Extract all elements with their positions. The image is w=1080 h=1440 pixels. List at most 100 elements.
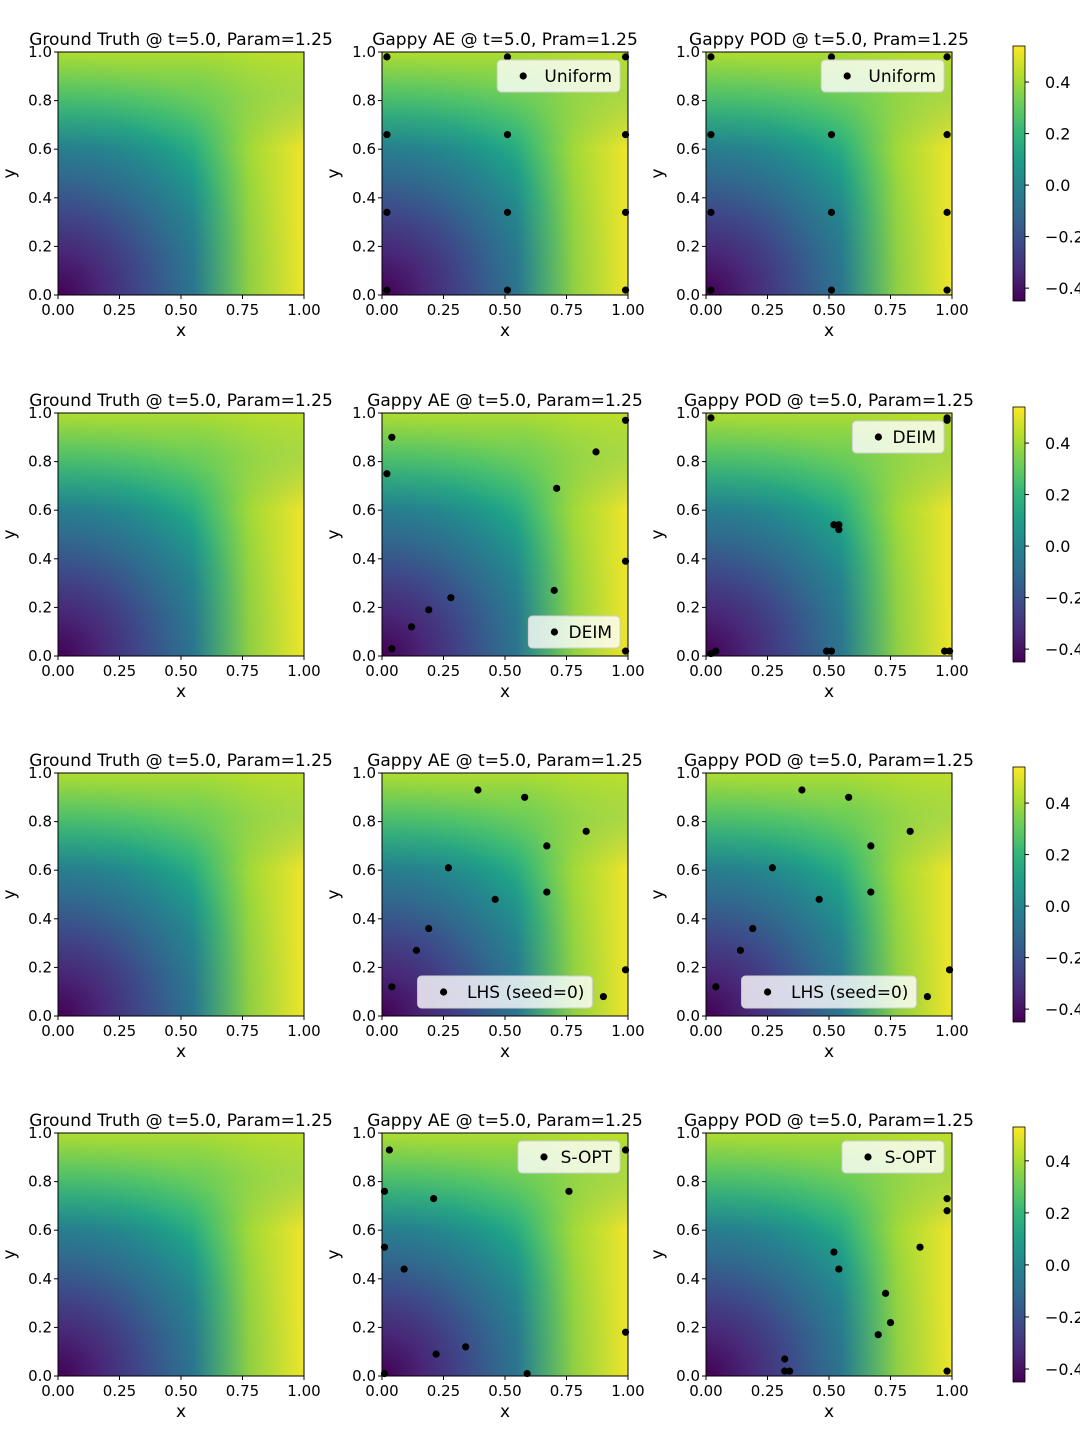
x-tick-label: 0.00 [365, 1022, 398, 1040]
panel-title: Ground Truth @ t=5.0, Param=1.25 [29, 391, 333, 411]
colorbar-tick-label: −0.2 [1045, 949, 1080, 968]
x-axis-label: x [176, 1402, 186, 1422]
y-tick-label: 0.0 [28, 647, 52, 665]
sensor-point [621, 131, 630, 139]
x-tick-label: 0.75 [226, 301, 259, 319]
colorbar-tick-label: 0.4 [1045, 794, 1070, 813]
sensor-point [736, 946, 745, 954]
legend-label: LHS (seed=0) [791, 983, 908, 1003]
x-tick-label: 0.25 [427, 301, 460, 319]
legend-marker [440, 988, 448, 996]
x-tick-label: 1.00 [935, 1022, 968, 1040]
y-tick-label: 0.8 [28, 813, 52, 831]
x-axis-label: x [824, 1042, 834, 1062]
x-tick-label: 0.50 [164, 1022, 197, 1040]
sensor-point [503, 53, 512, 61]
x-tick-label: 0.75 [550, 1022, 583, 1040]
y-axis-label: y [648, 1249, 668, 1259]
sensor-point [827, 131, 836, 139]
y-tick-label: 0.2 [352, 958, 376, 976]
colorbar-tick-label: −0.2 [1045, 589, 1080, 608]
y-tick-label: 0.6 [352, 501, 376, 519]
y-tick-label: 0.6 [28, 501, 52, 519]
x-tick-label: 0.50 [488, 1022, 521, 1040]
heatmap-field [58, 52, 304, 295]
y-tick-label: 0.2 [352, 598, 376, 616]
sensor-point [543, 888, 551, 896]
sensor-point [835, 526, 843, 534]
y-tick-label: 0.0 [352, 1367, 376, 1385]
sensor-point [845, 793, 853, 801]
sensor-point [599, 992, 608, 1001]
heatmap-field [58, 1133, 304, 1376]
sensor-point [444, 864, 453, 872]
x-tick-label: 0.75 [226, 662, 259, 680]
y-tick-label: 0.4 [352, 1270, 376, 1288]
x-tick-label: 0.50 [488, 1382, 521, 1400]
colorbar-tick-label: 0.2 [1045, 486, 1070, 505]
legend-label: S-OPT [561, 1148, 613, 1168]
y-tick-label: 0.2 [352, 1318, 376, 1336]
y-tick-label: 0.8 [28, 1173, 52, 1191]
sensor-point [830, 1248, 838, 1256]
colorbar-tick-label: −0.4 [1045, 1000, 1080, 1019]
x-tick-label: 0.75 [226, 1022, 259, 1040]
y-tick-label: 0.4 [352, 550, 376, 568]
y-tick-label: 0.2 [28, 1318, 52, 1336]
panel-r3-c1: 0.00 0.25 0.50 0.75 1.00 0.0 0.2 0.4 0.6 0.8 1.0 x y… [0, 751, 333, 1062]
sensor-point [430, 1195, 438, 1203]
sensor-point [621, 286, 630, 294]
sensor-point [943, 286, 951, 294]
panel-r1-c3: 0.00 0.25 0.50 0.75 1.00 0.0 0.2 0.4 0.6 0.8 1.0 x y… [648, 30, 969, 341]
y-tick-label: 0.8 [28, 92, 52, 110]
colorbar-gradient [1012, 406, 1026, 663]
sensor-point [945, 647, 954, 655]
sensor-point [425, 924, 433, 933]
legend: S-OPT [517, 1140, 621, 1174]
y-tick-label: 0.2 [676, 958, 700, 976]
legend-label: Uniform [868, 67, 936, 87]
x-tick-label: 0.00 [689, 1382, 722, 1400]
x-tick-label: 0.00 [689, 662, 722, 680]
legend-box [496, 59, 621, 93]
x-axis-label: x [824, 321, 834, 341]
y-axis-label: y [0, 889, 20, 899]
y-tick-label: 0.2 [676, 598, 700, 616]
y-tick-label: 0.4 [28, 550, 52, 568]
panel-title: Ground Truth @ t=5.0, Param=1.25 [29, 30, 333, 50]
sensor-point [827, 208, 836, 216]
panel-r1-c2: 0.00 0.25 0.50 0.75 1.00 0.0 0.2 0.4 0.6 0.8 1.0 x y… [324, 30, 645, 341]
colorbar-r1: −0.4 −0.2 0.0 0.2 0.4 [1012, 45, 1080, 302]
x-tick-label: 0.50 [812, 1022, 845, 1040]
legend: DEIM [527, 615, 621, 649]
panel-title: Gappy AE @ t=5.0, Param=1.25 [367, 1111, 643, 1131]
sensor-point [388, 433, 396, 441]
sensor-point [543, 842, 551, 850]
x-tick-label: 0.75 [874, 662, 907, 680]
x-tick-label: 0.50 [164, 1382, 197, 1400]
y-axis-label: y [648, 889, 668, 899]
x-tick-label: 1.00 [611, 1022, 644, 1040]
x-axis-label: x [176, 682, 186, 702]
sensor-point [874, 1331, 882, 1339]
sensor-point [621, 557, 630, 565]
legend-label: Uniform [544, 67, 612, 87]
y-tick-label: 0.6 [676, 1221, 700, 1239]
sensor-point [943, 1195, 951, 1203]
y-tick-label: 1.0 [352, 764, 376, 782]
panel-title: Gappy AE @ t=5.0, Pram=1.25 [372, 30, 638, 50]
y-tick-label: 0.4 [28, 189, 52, 207]
y-tick-label: 0.0 [352, 647, 376, 665]
y-tick-label: 0.6 [352, 140, 376, 158]
x-tick-label: 0.00 [365, 1382, 398, 1400]
y-tick-label: 0.6 [352, 1221, 376, 1239]
sensor-point [781, 1355, 789, 1363]
sensor-point [553, 484, 561, 492]
sensor-point [407, 623, 416, 631]
x-axis-label: x [500, 1402, 510, 1422]
y-tick-label: 0.2 [28, 237, 52, 255]
sensor-point [447, 594, 455, 602]
sensor-point [768, 864, 777, 872]
legend-box [841, 1140, 945, 1174]
x-axis-label: x [824, 682, 834, 702]
